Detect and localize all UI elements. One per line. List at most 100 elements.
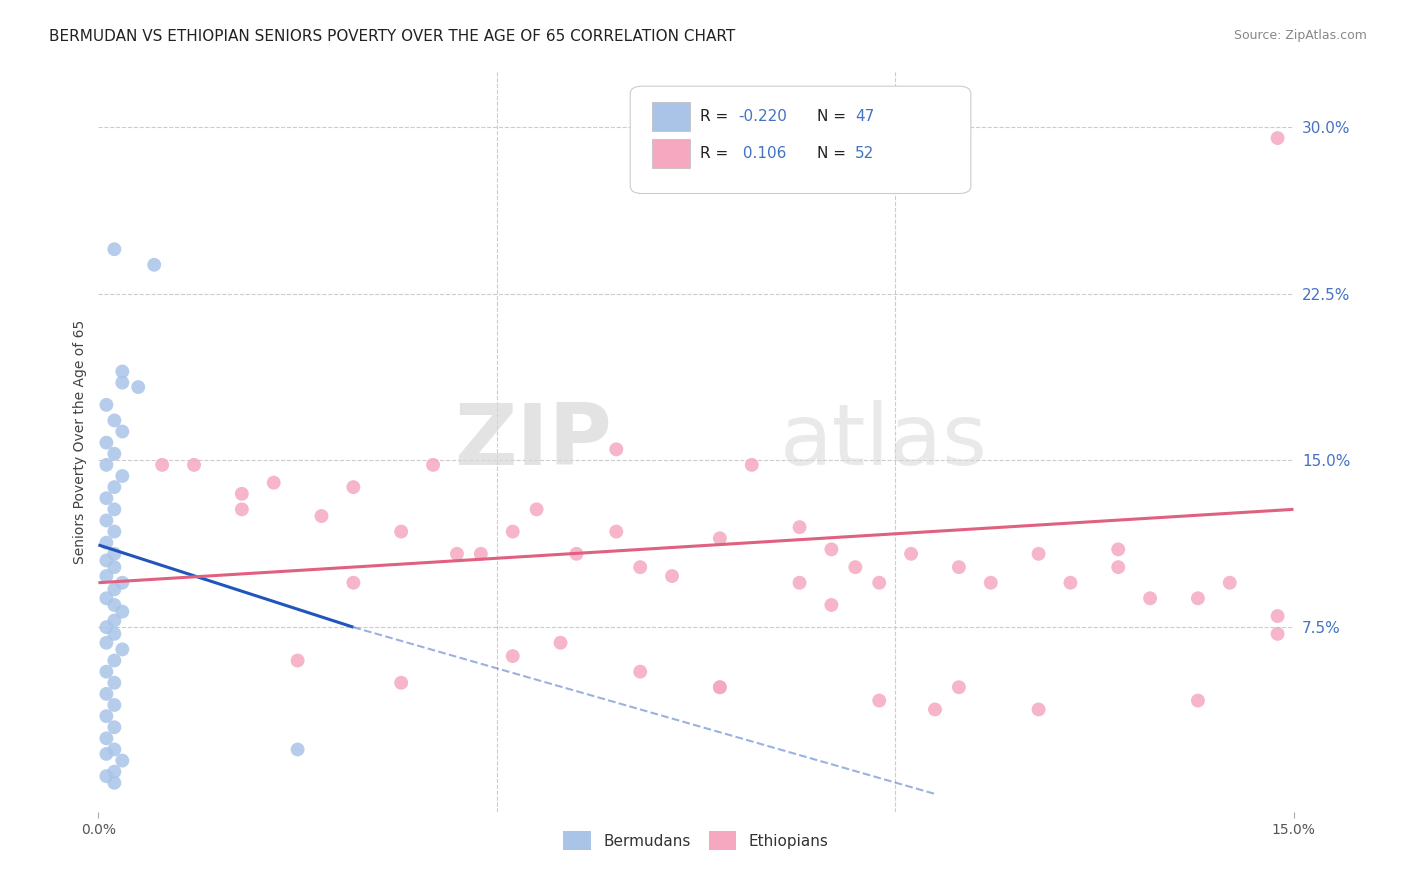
- Point: [150, 458, 173, 472]
- Point: [709, 680, 731, 694]
- Point: [470, 547, 492, 561]
- Point: [1267, 627, 1289, 641]
- Point: [605, 524, 627, 539]
- Point: [1139, 591, 1161, 606]
- Point: [1028, 702, 1050, 716]
- Point: [661, 569, 683, 583]
- Point: [1107, 560, 1129, 574]
- Point: [143, 258, 166, 272]
- Point: [103, 524, 125, 539]
- Point: [231, 487, 253, 501]
- Point: [605, 442, 627, 457]
- Point: [103, 627, 125, 641]
- Point: [550, 636, 572, 650]
- Point: [1267, 131, 1289, 145]
- Text: BERMUDAN VS ETHIOPIAN SENIORS POVERTY OVER THE AGE OF 65 CORRELATION CHART: BERMUDAN VS ETHIOPIAN SENIORS POVERTY OV…: [49, 29, 735, 44]
- Point: [900, 547, 922, 561]
- Point: [1059, 575, 1081, 590]
- Point: [263, 475, 285, 490]
- Point: [111, 642, 134, 657]
- Point: [287, 654, 309, 668]
- Point: [868, 693, 890, 707]
- Point: [96, 769, 118, 783]
- Point: [96, 458, 118, 472]
- Point: [111, 425, 134, 439]
- Point: [789, 575, 811, 590]
- Point: [127, 380, 149, 394]
- Point: [96, 591, 118, 606]
- Point: [103, 582, 125, 597]
- Point: [96, 535, 118, 549]
- Point: [103, 742, 125, 756]
- Point: [96, 620, 118, 634]
- Point: [111, 605, 134, 619]
- Text: 47: 47: [855, 109, 875, 124]
- Y-axis label: Seniors Poverty Over the Age of 65: Seniors Poverty Over the Age of 65: [73, 319, 87, 564]
- Point: [103, 598, 125, 612]
- Point: [1219, 575, 1241, 590]
- Point: [1187, 591, 1209, 606]
- Point: [311, 508, 333, 523]
- Point: [96, 636, 118, 650]
- Point: [103, 654, 125, 668]
- Point: [789, 520, 811, 534]
- Point: [103, 560, 125, 574]
- Text: R =: R =: [700, 109, 733, 124]
- Text: 0.106: 0.106: [738, 146, 786, 161]
- Point: [103, 614, 125, 628]
- Point: [96, 491, 118, 506]
- Point: [111, 754, 134, 768]
- FancyBboxPatch shape: [630, 87, 972, 194]
- Point: [96, 731, 118, 746]
- Point: [422, 458, 444, 472]
- Point: [502, 524, 524, 539]
- Point: [103, 675, 125, 690]
- Text: atlas: atlas: [779, 400, 987, 483]
- FancyBboxPatch shape: [652, 103, 690, 130]
- Point: [1267, 609, 1289, 624]
- Point: [628, 665, 651, 679]
- Point: [342, 480, 364, 494]
- Text: N =: N =: [817, 146, 851, 161]
- Point: [111, 469, 134, 483]
- Point: [96, 513, 118, 527]
- Point: [103, 547, 125, 561]
- Point: [103, 776, 125, 790]
- Point: [103, 720, 125, 734]
- Point: [389, 524, 412, 539]
- Text: ZIP: ZIP: [454, 400, 613, 483]
- Point: [96, 747, 118, 761]
- Point: [342, 575, 364, 590]
- FancyBboxPatch shape: [652, 139, 690, 168]
- Point: [948, 560, 970, 574]
- Legend: Bermudans, Ethiopians: Bermudans, Ethiopians: [557, 825, 835, 856]
- Point: [111, 364, 134, 378]
- Point: [844, 560, 866, 574]
- Point: [820, 598, 842, 612]
- Point: [820, 542, 842, 557]
- Point: [1028, 547, 1050, 561]
- Point: [709, 531, 731, 545]
- Point: [628, 560, 651, 574]
- Point: [1187, 693, 1209, 707]
- Point: [231, 502, 253, 516]
- Point: [103, 480, 125, 494]
- Point: [103, 502, 125, 516]
- Point: [526, 502, 548, 516]
- Point: [389, 675, 412, 690]
- Text: -0.220: -0.220: [738, 109, 787, 124]
- Point: [183, 458, 205, 472]
- Point: [948, 680, 970, 694]
- Text: Source: ZipAtlas.com: Source: ZipAtlas.com: [1233, 29, 1367, 42]
- Point: [103, 413, 125, 427]
- Point: [924, 702, 946, 716]
- Point: [96, 553, 118, 567]
- Point: [96, 435, 118, 450]
- Point: [96, 665, 118, 679]
- Point: [96, 709, 118, 723]
- Point: [502, 649, 524, 664]
- Point: [96, 687, 118, 701]
- Point: [446, 547, 468, 561]
- Point: [111, 575, 134, 590]
- Point: [565, 547, 588, 561]
